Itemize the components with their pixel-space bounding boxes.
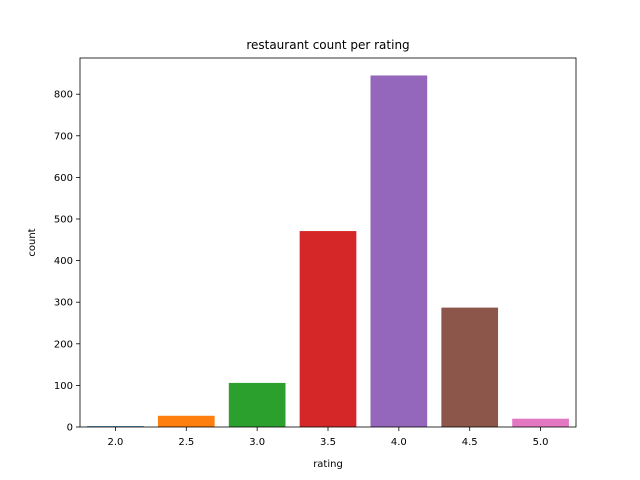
plot-frame [79,57,577,428]
bar-4-5 [441,307,499,427]
bar-2-5 [157,415,215,427]
bar-3-0 [228,382,286,427]
y-tick-label: 100 [54,381,73,392]
x-tick-label: 2.0 [107,437,123,448]
bar-3-5 [299,231,357,427]
x-axis-label: rating [313,459,343,470]
x-tick-label: 3.0 [249,437,265,448]
x-tick-label: 5.0 [533,437,549,448]
chart-title: restaurant count per rating [246,38,409,52]
y-axis-ticks: 0 100 200 300 400 500 600 700 800 [54,90,80,434]
x-tick-label: 4.0 [391,437,407,448]
y-tick-label: 0 [67,423,73,434]
y-tick-label: 600 [54,173,73,184]
x-tick-label: 2.5 [178,437,194,448]
y-tick-label: 700 [54,131,73,142]
y-axis-label: count [27,228,38,256]
x-tick-label: 3.5 [320,437,336,448]
x-tick-label: 4.5 [462,437,478,448]
y-tick-label: 200 [54,339,73,350]
bar-2-0 [87,426,144,427]
bar-4-0 [370,75,428,427]
y-tick-label: 500 [54,214,73,225]
y-tick-label: 300 [54,298,73,309]
bars-group [87,75,569,427]
bar-5-0 [512,418,569,427]
x-axis-ticks: 2.0 2.5 3.0 3.5 4.0 4.5 5.0 [107,427,549,448]
y-tick-label: 800 [54,90,73,101]
y-tick-label: 400 [54,256,73,267]
